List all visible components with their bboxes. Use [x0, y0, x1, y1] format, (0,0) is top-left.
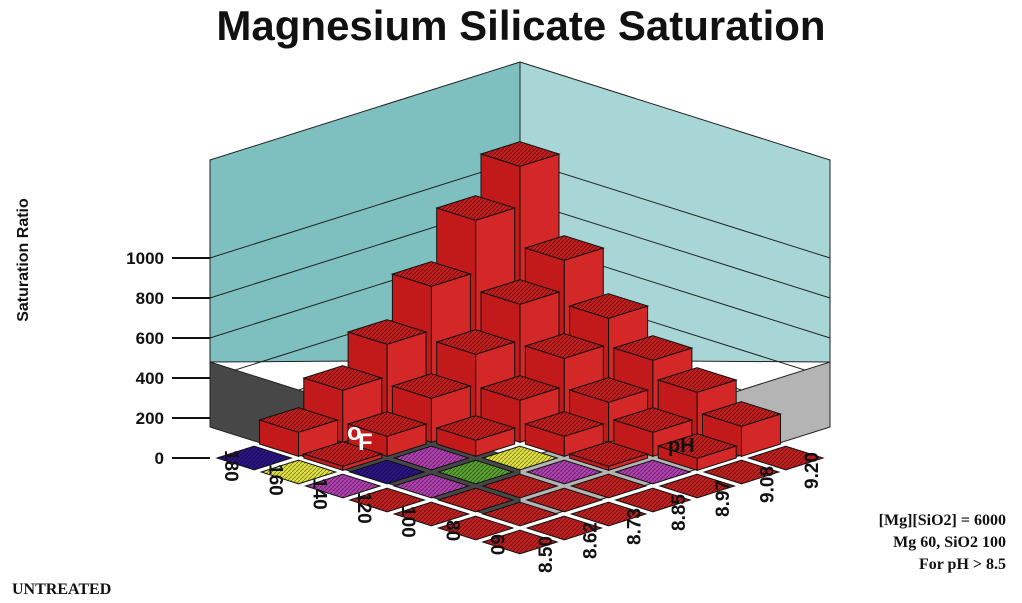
- untreated-label: UNTREATED: [12, 581, 111, 598]
- bar-top-hatch: [392, 373, 471, 399]
- temperature-tick-label: 120: [353, 492, 374, 524]
- zero-cell-hatch: [704, 460, 779, 484]
- zero-cell-hatch: [394, 474, 469, 498]
- zero-cell-hatch: [394, 446, 469, 470]
- ph-tick-label: 8.97: [713, 480, 734, 517]
- bar-top-hatch: [303, 365, 382, 391]
- bar-top-hatch: [392, 261, 471, 287]
- z-axis-label: Saturation Ratio: [15, 198, 32, 322]
- temperature-tick-label: 60: [486, 534, 507, 555]
- ph-ticks: 8.50 8.62 8.73 8.85 8.97 9.08 9.20: [536, 452, 823, 573]
- bar: [257, 407, 340, 457]
- z-tick-label: 400: [136, 369, 164, 388]
- zero-cell-hatch: [349, 460, 425, 484]
- zero-cell-hatch: [615, 488, 691, 512]
- z-tick-label: 600: [136, 329, 164, 348]
- svg-text:F: F: [358, 429, 373, 456]
- zero-cell-hatch: [571, 502, 646, 526]
- temperature-tick-label: 180: [220, 450, 241, 482]
- z-tick-label: 200: [136, 409, 164, 428]
- zero-cell-hatch: [438, 516, 513, 540]
- bar-top-hatch: [259, 407, 338, 433]
- temperature-tick-label: 140: [309, 478, 330, 510]
- zero-cell-hatch: [660, 474, 735, 498]
- ph-tick-label: 8.62: [580, 522, 601, 559]
- zero-cell-hatch: [615, 460, 691, 484]
- z-tick-label: 0: [155, 449, 164, 468]
- bar-top-hatch: [436, 329, 515, 355]
- bar-top-hatch: [525, 235, 604, 261]
- zero-cell-hatch: [527, 488, 602, 512]
- zero-cell-hatch: [482, 474, 558, 498]
- note-line-1: [Mg][SiO2] = 6000: [879, 512, 1006, 529]
- bar-top-hatch: [525, 333, 604, 359]
- zero-cell-hatch: [571, 474, 646, 498]
- bar: [302, 365, 384, 443]
- z-tick-label: 1000: [126, 249, 164, 268]
- zero-cell-hatch: [527, 516, 602, 540]
- bar-top-hatch: [436, 195, 515, 221]
- zero-cell-hatch: [527, 460, 602, 484]
- zero-cell-hatch: [394, 502, 469, 526]
- bar-top-hatch: [303, 441, 382, 467]
- bar: [612, 407, 694, 457]
- bar-top-hatch: [481, 141, 559, 167]
- bar: [302, 441, 384, 471]
- zero-cell-hatch: [438, 460, 513, 484]
- zero-cell-hatch: [217, 446, 292, 470]
- bar-top-hatch: [436, 415, 515, 441]
- bar: [346, 411, 428, 457]
- ph-tick-label: 8.50: [536, 536, 557, 573]
- temperature-tick-label: 160: [264, 464, 285, 496]
- ph-tick-label: 8.85: [669, 494, 690, 531]
- bar-top-hatch: [348, 319, 427, 345]
- zero-cell-hatch: [748, 446, 823, 470]
- note-line-3: For pH > 8.5: [919, 556, 1006, 573]
- zero-cell-hatch: [349, 488, 425, 512]
- z-axis-ticks: 0 200 400 600 800 1000: [126, 249, 210, 468]
- zero-cell-hatch: [305, 474, 380, 498]
- bar: [435, 415, 517, 457]
- temperature-axis-label: o F: [347, 419, 373, 456]
- bar: [656, 433, 738, 471]
- ph-tick-label: 8.73: [625, 508, 646, 545]
- bar-top-hatch: [481, 279, 559, 305]
- ph-tick-label: 9.08: [758, 466, 779, 503]
- bar-top-hatch: [569, 293, 648, 319]
- bar-top-hatch: [348, 411, 427, 437]
- bar-series: [257, 141, 783, 471]
- bar-top-hatch: [702, 401, 781, 427]
- bar-top-hatch: [569, 377, 648, 403]
- bar-top-hatch: [658, 367, 737, 393]
- ph-tick-label: 9.20: [802, 452, 823, 489]
- svg-text:o: o: [347, 419, 362, 446]
- chart-notes: [Mg][SiO2] = 6000 Mg 60, SiO2 100 For pH…: [879, 512, 1006, 573]
- note-line-2: Mg 60, SiO2 100: [893, 534, 1006, 551]
- zero-cell-hatch: [482, 446, 558, 470]
- bar: [523, 411, 605, 457]
- bar-top-hatch: [481, 375, 559, 401]
- zero-value-cells: [215, 445, 825, 555]
- z-tick-label: 800: [136, 289, 164, 308]
- bar-top-hatch: [613, 407, 692, 433]
- temperature-tick-label: 100: [397, 506, 418, 538]
- zero-cell-hatch: [261, 460, 336, 484]
- zero-cell-hatch: [438, 488, 513, 512]
- zero-cell-hatch: [482, 502, 558, 526]
- zero-cell-hatch: [482, 530, 558, 554]
- temperature-ticks: 180 160 140 120 100 80 60: [220, 450, 507, 555]
- temperature-tick-label: 80: [442, 520, 463, 541]
- chart-title: Magnesium Silicate Saturation: [216, 2, 825, 49]
- bar-top-hatch: [525, 411, 604, 437]
- bar-top-hatch: [569, 441, 648, 467]
- bar-top-hatch: [613, 335, 692, 361]
- bar-top-hatch: [658, 433, 737, 459]
- ph-axis-label: pH: [668, 435, 695, 457]
- bar: [567, 441, 650, 471]
